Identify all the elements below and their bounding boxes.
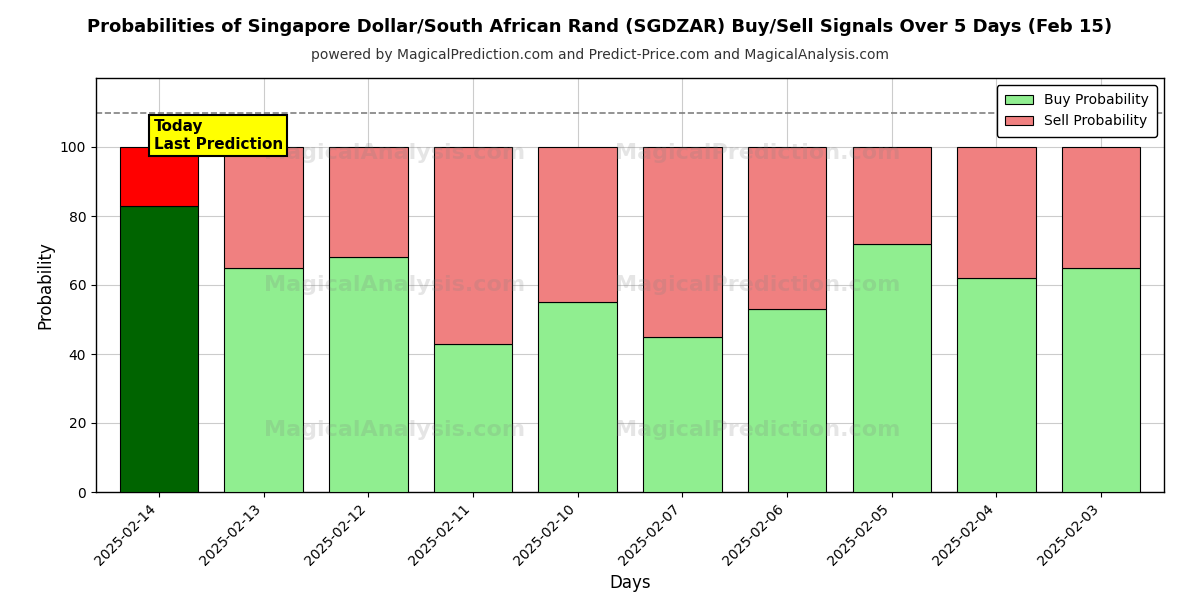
Bar [433, 147, 512, 344]
Bar [958, 147, 1036, 278]
Bar [958, 278, 1036, 492]
Bar [329, 147, 408, 257]
Bar [748, 147, 827, 309]
Bar [539, 147, 617, 302]
Text: MagicalPrediction.com: MagicalPrediction.com [616, 143, 901, 163]
Bar [852, 244, 931, 492]
Bar [1062, 147, 1140, 268]
Bar [120, 147, 198, 206]
Text: MagicalPrediction.com: MagicalPrediction.com [616, 420, 901, 440]
Text: Probabilities of Singapore Dollar/South African Rand (SGDZAR) Buy/Sell Signals O: Probabilities of Singapore Dollar/South … [88, 18, 1112, 36]
Bar [539, 302, 617, 492]
Bar [224, 147, 302, 268]
Bar [224, 268, 302, 492]
X-axis label: Days: Days [610, 574, 650, 592]
Bar [120, 206, 198, 492]
Text: powered by MagicalPrediction.com and Predict-Price.com and MagicalAnalysis.com: powered by MagicalPrediction.com and Pre… [311, 48, 889, 62]
Legend: Buy Probability, Sell Probability: Buy Probability, Sell Probability [997, 85, 1157, 137]
Text: MagicalAnalysis.com: MagicalAnalysis.com [264, 420, 526, 440]
Bar [433, 344, 512, 492]
Text: MagicalPrediction.com: MagicalPrediction.com [616, 275, 901, 295]
Bar [852, 147, 931, 244]
Text: MagicalAnalysis.com: MagicalAnalysis.com [264, 275, 526, 295]
Text: MagicalAnalysis.com: MagicalAnalysis.com [264, 143, 526, 163]
Bar [329, 257, 408, 492]
Y-axis label: Probability: Probability [36, 241, 54, 329]
Bar [748, 309, 827, 492]
Bar [643, 337, 721, 492]
Text: Today
Last Prediction: Today Last Prediction [154, 119, 283, 152]
Bar [1062, 268, 1140, 492]
Bar [643, 147, 721, 337]
